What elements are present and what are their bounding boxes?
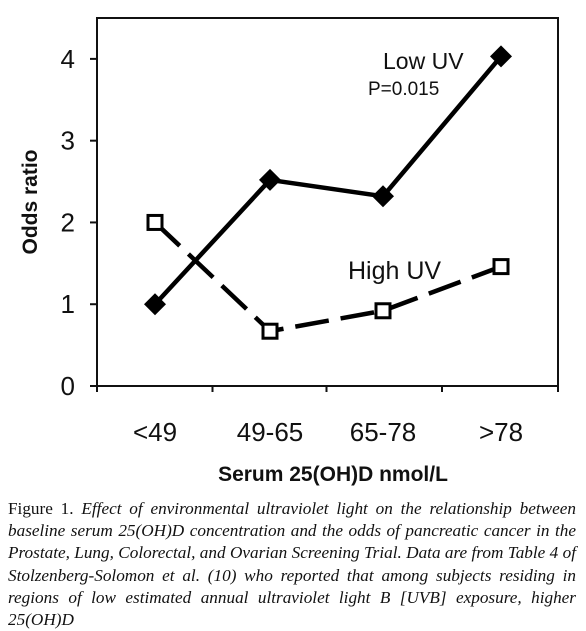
x-tick-label: >78 (479, 417, 523, 447)
y-axis-title: Odds ratio (19, 149, 42, 254)
y-tick-label: 0 (61, 371, 75, 401)
data-point-low-uv (372, 185, 394, 208)
series-line-high-uv (153, 220, 502, 334)
x-tick-label: 65-78 (350, 417, 417, 447)
data-point-low-uv (259, 168, 281, 191)
data-point-low-uv (490, 45, 512, 68)
y-tick-label: 4 (61, 44, 75, 74)
data-point-high-uv (492, 258, 510, 276)
data-point-low-uv (144, 293, 166, 316)
data-point-high-uv (261, 322, 279, 340)
caption-lead: Figure 1. (8, 499, 82, 518)
y-tick-label: 2 (61, 207, 75, 237)
odds-ratio-line-chart: 0 1 2 3 4 <49 49-65 65-78 >78 Serum 25(OH)D nmol/… (19, 17, 559, 486)
figure-caption: Figure 1. Effect of environmental ultrav… (8, 498, 576, 631)
y-tick-label: 3 (61, 126, 75, 156)
x-axis-title: Serum 25(OH)D nmol/L (218, 463, 448, 486)
p-value-annotation: P=0.015 (368, 79, 439, 100)
caption-body: Effect of environmental ultraviolet ligh… (8, 499, 576, 630)
chart: 0 1 2 3 4 <49 49-65 65-78 >78 Serum 25(OH)D nmol/… (19, 17, 559, 486)
series-label-high-uv: High UV (348, 257, 441, 285)
y-tick-label: 1 (61, 289, 75, 319)
data-point-high-uv (146, 213, 164, 231)
series-line-low-uv (153, 54, 503, 306)
data-point-high-uv (374, 302, 392, 320)
series-label-low-uv: Low UV (383, 48, 464, 74)
x-tick-label: 49-65 (237, 417, 304, 447)
x-tick-label: <49 (133, 417, 177, 447)
